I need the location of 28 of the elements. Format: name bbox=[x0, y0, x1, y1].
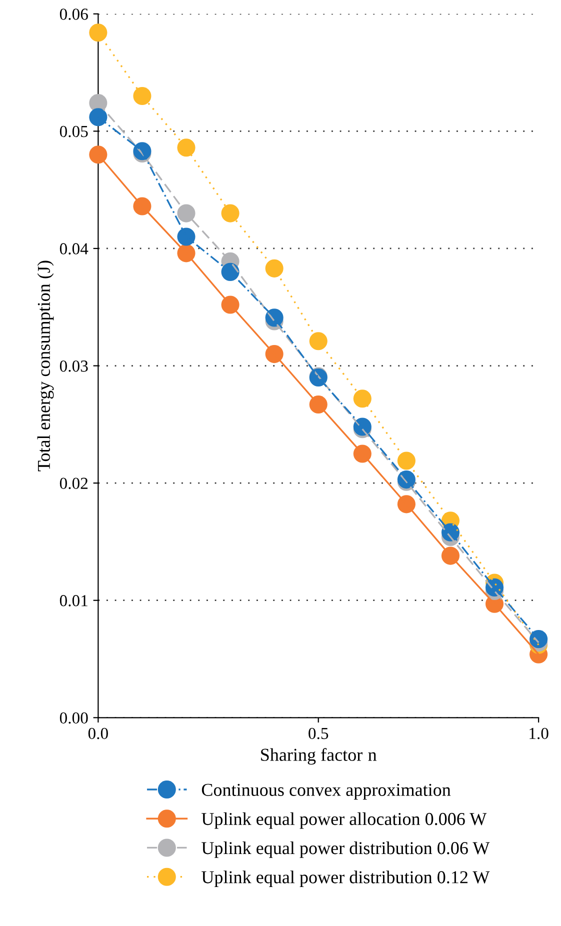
x-axis-title: Sharing factor n bbox=[261, 748, 377, 765]
point bbox=[177, 228, 196, 246]
point bbox=[89, 108, 108, 126]
y-tick-label: 0.02 bbox=[60, 478, 88, 490]
y-tick-label: 0.04 bbox=[60, 243, 88, 254]
point bbox=[265, 259, 284, 278]
y-tick-label: 0.01 bbox=[60, 595, 88, 606]
point bbox=[177, 138, 196, 157]
x-tick-label: 1.0 bbox=[530, 728, 548, 740]
point bbox=[397, 452, 416, 470]
point bbox=[89, 24, 108, 42]
legend-label: Uplink equal power distribution 0.06 W bbox=[202, 842, 490, 858]
point bbox=[309, 332, 328, 350]
y-tick-label: 0.03 bbox=[60, 360, 88, 372]
y-tick-label: 0.00 bbox=[60, 712, 88, 724]
x-tick-label: 0.0 bbox=[88, 728, 108, 740]
point bbox=[353, 390, 372, 408]
x-tick-label: 0.5 bbox=[308, 728, 328, 740]
point bbox=[221, 204, 240, 222]
y-tick-label: 0.06 bbox=[60, 8, 88, 20]
legend-label: Uplink equal power distribution 0.12 W bbox=[202, 870, 490, 888]
legend-label: Continuous convex approximation bbox=[202, 784, 451, 800]
y-axis-title: Total energy consumption (J) bbox=[37, 260, 54, 472]
point bbox=[89, 146, 108, 164]
point bbox=[133, 86, 152, 106]
point bbox=[177, 204, 196, 222]
legend-label: Uplink equal power allocation 0.006 W bbox=[202, 812, 487, 829]
y-tick-label: 0.05 bbox=[60, 126, 88, 138]
